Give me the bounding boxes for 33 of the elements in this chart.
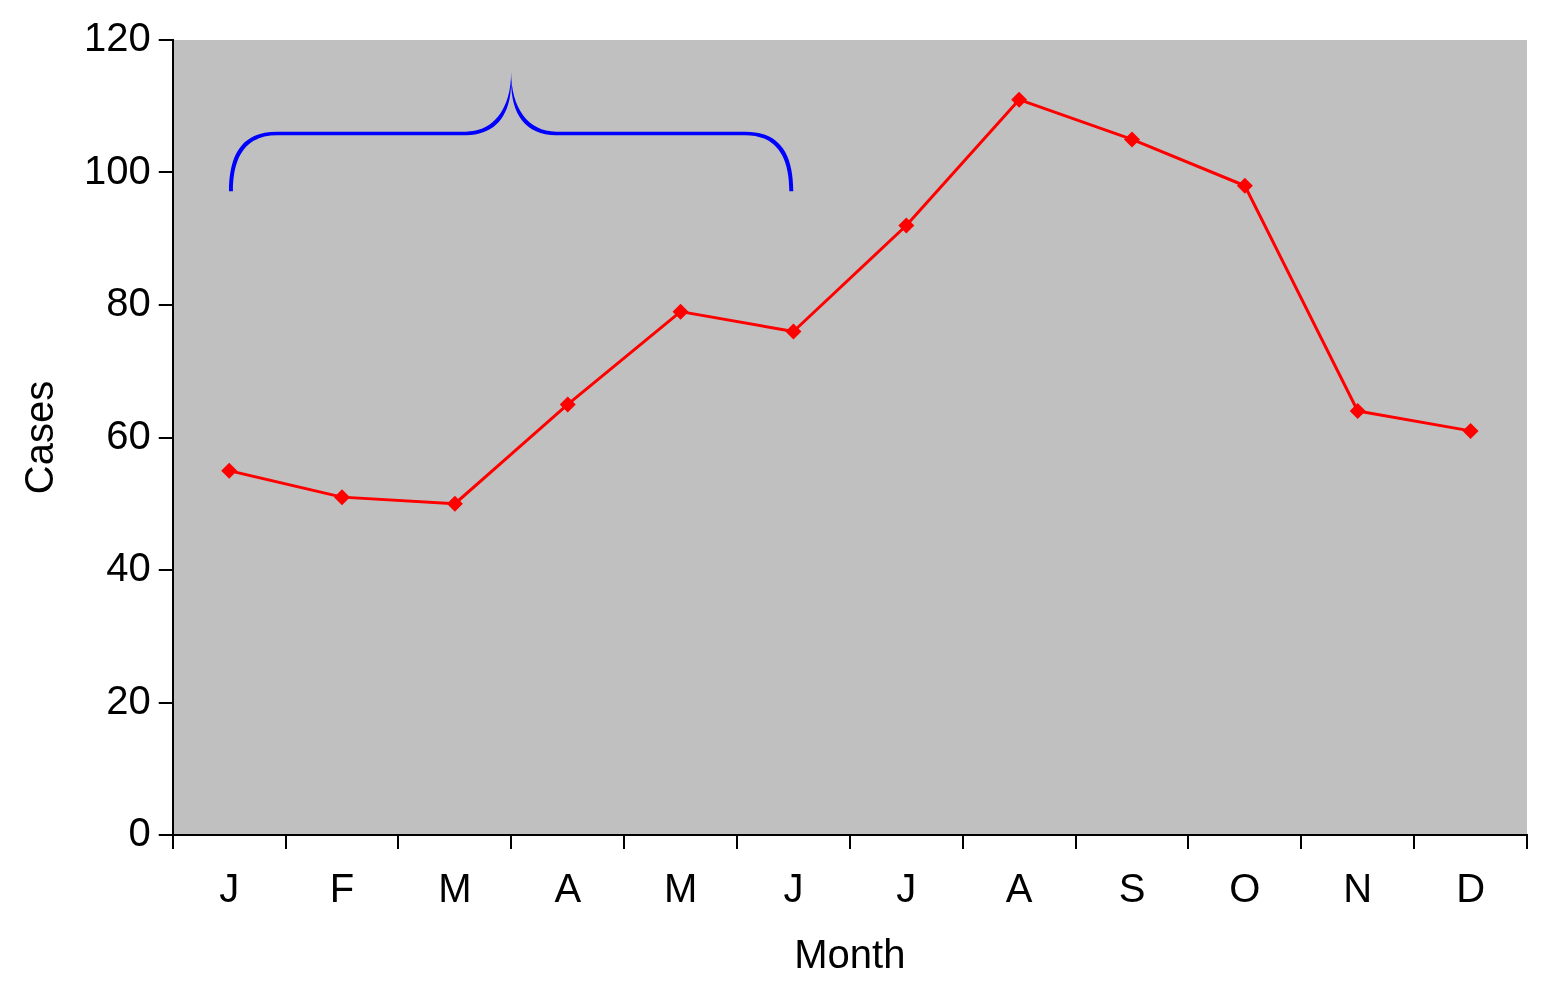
x-tick-label: D bbox=[1456, 866, 1486, 911]
x-tick-label: A bbox=[1005, 866, 1033, 911]
x-tick-label: M bbox=[438, 866, 472, 911]
x-tick-label: F bbox=[329, 866, 355, 911]
x-tick-label: J bbox=[783, 866, 804, 911]
x-tick-label: N bbox=[1343, 866, 1373, 911]
point bbox=[334, 489, 351, 506]
y-tick-label: 120 bbox=[83, 15, 151, 60]
y-tick-label: 100 bbox=[83, 147, 151, 192]
point bbox=[1236, 177, 1253, 194]
y-tick-label: 0 bbox=[128, 810, 151, 855]
x-tick-label: S bbox=[1118, 866, 1146, 911]
x-tick-label: J bbox=[219, 866, 240, 911]
point bbox=[672, 303, 689, 320]
x-tick-label: M bbox=[663, 866, 698, 911]
y-tick-label: 60 bbox=[106, 412, 151, 457]
point bbox=[1462, 422, 1479, 439]
y-tick-label: 40 bbox=[106, 545, 151, 590]
point bbox=[785, 323, 802, 340]
point bbox=[1124, 131, 1141, 148]
point bbox=[1349, 403, 1366, 419]
x-tick-label: J bbox=[896, 866, 917, 911]
point bbox=[898, 217, 915, 234]
point bbox=[221, 462, 238, 479]
x-tick-label: O bbox=[1229, 866, 1261, 911]
x-tick-label: A bbox=[554, 866, 582, 911]
y-tick-label: 80 bbox=[106, 280, 151, 325]
point bbox=[1011, 91, 1028, 108]
point bbox=[559, 396, 576, 413]
y-axis-title: Cases bbox=[17, 380, 62, 495]
y-tick-label: 20 bbox=[106, 677, 151, 722]
point bbox=[446, 495, 463, 512]
x-axis-title: Month bbox=[794, 932, 906, 977]
